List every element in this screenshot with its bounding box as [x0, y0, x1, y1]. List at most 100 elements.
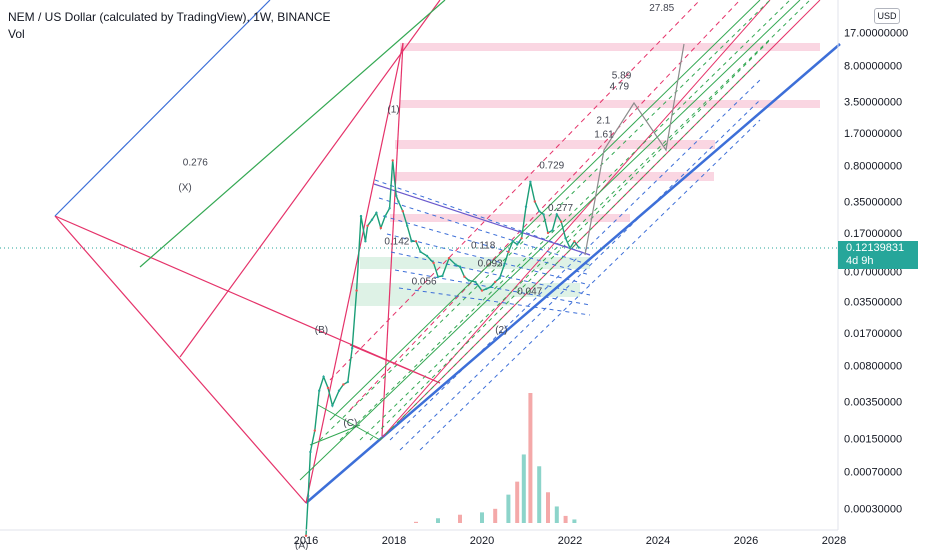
price-point: [467, 279, 470, 282]
price-point: [560, 220, 563, 223]
annotation-label: 0.056: [412, 276, 437, 287]
y-tick-label: 0.80000000: [844, 161, 902, 173]
volume-bar: [572, 519, 577, 523]
price-point: [546, 231, 550, 235]
price-point: [364, 240, 367, 243]
support-zone: [350, 297, 510, 306]
fan-line: [386, 233, 591, 286]
price-series: [304, 159, 580, 537]
y-tick-label: 0.00150000: [844, 434, 902, 446]
price-point: [313, 429, 316, 432]
y-tick-label: 0.03500000: [844, 297, 902, 309]
price-point: [577, 246, 580, 249]
pitchfork-line: [139, 0, 446, 268]
price-point: [355, 289, 358, 292]
price-point: [436, 275, 440, 278]
price-point: [489, 285, 492, 289]
price-point: [474, 280, 477, 284]
channel-line: [379, 59, 761, 441]
volume-bar: [414, 521, 418, 523]
y-tick-label: 0.00070000: [844, 467, 902, 479]
chart-title: NEM / US Dollar (calculated by TradingVi…: [8, 10, 331, 24]
price-point: [351, 346, 354, 350]
volume-bar: [515, 481, 520, 523]
last-price-value: 0.12139831: [846, 242, 905, 254]
price-point: [304, 534, 308, 537]
zone-line: [349, 344, 441, 384]
volume-bar: [537, 466, 542, 523]
y-tick-label: 17.00000000: [844, 28, 908, 40]
price-point: [309, 450, 312, 454]
fan-line: [378, 197, 591, 266]
price-point: [432, 261, 435, 265]
price-point: [524, 205, 528, 208]
price-point: [441, 274, 444, 278]
channel-line: [359, 0, 811, 441]
x-tick-label: 2016: [294, 535, 318, 547]
drawing-lines: [0, 0, 841, 504]
fan-line: [390, 251, 591, 296]
price-point: [447, 257, 451, 260]
channel-line: [399, 0, 821, 421]
trend-line: [305, 43, 841, 504]
price-point: [568, 246, 572, 250]
price-point: [414, 240, 418, 243]
volume-bar: [480, 512, 484, 523]
resistance-zone: [390, 214, 630, 222]
annotation-label: (C): [343, 418, 357, 429]
annotation-label: 5.89: [612, 71, 632, 82]
volume-bar: [521, 454, 526, 523]
price-point: [502, 264, 506, 267]
channel-line: [379, 0, 771, 441]
bar-countdown: 4d 9h: [846, 255, 874, 267]
price-point: [366, 224, 369, 227]
y-tick-label: 0.00350000: [844, 397, 902, 409]
annotation-label: 0.093: [478, 259, 503, 270]
support-zone: [350, 283, 580, 297]
y-tick-label: 0.35000000: [844, 196, 902, 208]
price-point: [375, 211, 378, 214]
volume-bar: [506, 494, 511, 523]
pitchfork-line: [54, 0, 271, 217]
price-point: [388, 207, 391, 210]
annotation-label: 0.142: [384, 237, 409, 248]
price-point: [551, 229, 554, 232]
fan-line: [398, 287, 591, 316]
annotation-label: 4.79: [610, 81, 630, 92]
price-line: [305, 160, 580, 536]
price-point: [318, 389, 321, 392]
volume-bar: [528, 393, 533, 523]
price-point: [391, 159, 394, 162]
currency-button[interactable]: USD: [874, 8, 900, 24]
price-point: [419, 250, 422, 253]
y-tick-label: 0.17000000: [844, 228, 902, 240]
y-tick-label: 1.70000000: [844, 128, 902, 140]
zone-line: [317, 404, 381, 441]
price-point: [410, 240, 413, 243]
volume-indicator-label[interactable]: Vol: [8, 27, 25, 41]
price-point: [331, 404, 334, 407]
price-point: [458, 265, 462, 268]
channel-line: [339, 0, 791, 441]
pitchfork-handle: [54, 215, 441, 384]
volume-bar: [458, 514, 462, 523]
price-point: [384, 214, 387, 218]
x-tick-label: 2022: [558, 535, 582, 547]
resistance-zone: [400, 100, 820, 108]
price-point: [379, 226, 382, 230]
price-point: [516, 243, 519, 246]
channel-line: [369, 39, 771, 441]
support-zone: [360, 257, 590, 269]
volume-bar: [493, 508, 498, 523]
price-point: [564, 237, 567, 240]
annotation-label: 1.61: [594, 130, 614, 141]
x-tick-label: 2026: [734, 535, 758, 547]
y-tick-label: 0.01700000: [844, 328, 902, 340]
price-point: [520, 237, 523, 240]
price-point: [555, 213, 558, 216]
channel-line: [399, 99, 761, 451]
price-point: [401, 210, 404, 213]
annotation-label: 27.85: [649, 3, 674, 14]
